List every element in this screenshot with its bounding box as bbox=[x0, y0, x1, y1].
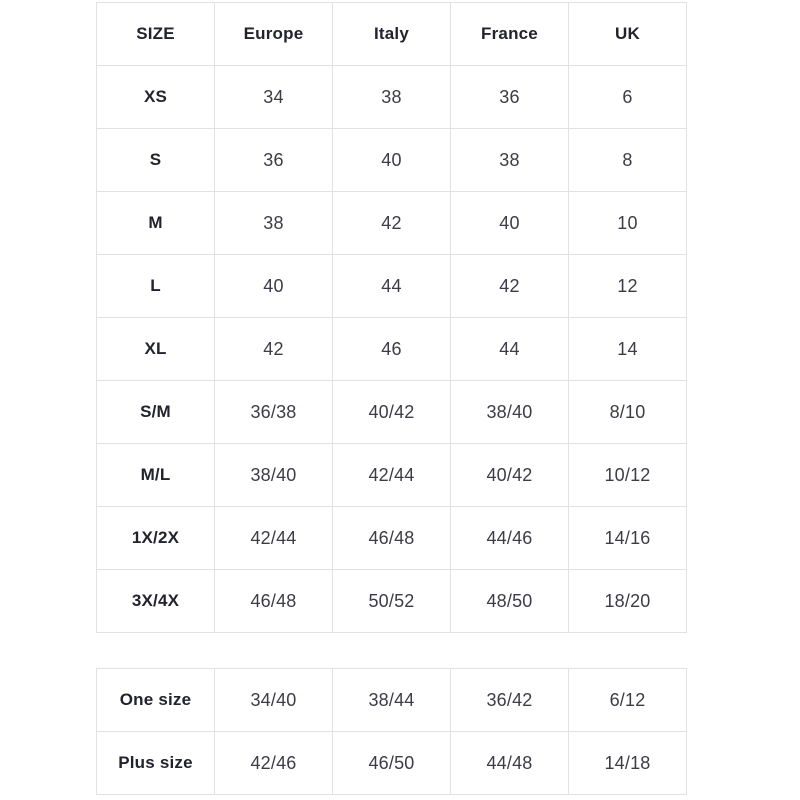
value-cell: 44 bbox=[332, 254, 451, 318]
table-row: XL 42 46 44 14 bbox=[96, 317, 687, 381]
value-cell: 6/12 bbox=[568, 668, 687, 732]
table-row: M/L 38/40 42/44 40/42 10/12 bbox=[96, 443, 687, 507]
table-row: S/M 36/38 40/42 38/40 8/10 bbox=[96, 380, 687, 444]
value-cell: 44/46 bbox=[450, 506, 569, 570]
table-row: One size 34/40 38/44 36/42 6/12 bbox=[96, 668, 687, 732]
value-cell: 38 bbox=[214, 191, 333, 255]
value-cell: 40 bbox=[214, 254, 333, 318]
value-cell: 6 bbox=[568, 65, 687, 129]
value-cell: 48/50 bbox=[450, 569, 569, 633]
size-label-cell: 1X/2X bbox=[96, 506, 215, 570]
value-cell: 34/40 bbox=[214, 668, 333, 732]
value-cell: 14/16 bbox=[568, 506, 687, 570]
table-row: M 38 42 40 10 bbox=[96, 191, 687, 255]
value-cell: 38 bbox=[332, 65, 451, 129]
value-cell: 38/40 bbox=[450, 380, 569, 444]
table-row: L 40 44 42 12 bbox=[96, 254, 687, 318]
size-label-cell: S/M bbox=[96, 380, 215, 444]
header-row: SIZE Europe Italy France UK bbox=[96, 2, 687, 66]
value-cell: 34 bbox=[214, 65, 333, 129]
size-conversion-table: SIZE Europe Italy France UK XS 34 38 36 … bbox=[96, 2, 687, 633]
value-cell: 50/52 bbox=[332, 569, 451, 633]
header-cell-uk: UK bbox=[568, 2, 687, 66]
value-cell: 42/44 bbox=[214, 506, 333, 570]
value-cell: 42 bbox=[214, 317, 333, 381]
value-cell: 46/48 bbox=[332, 506, 451, 570]
value-cell: 40/42 bbox=[450, 443, 569, 507]
value-cell: 36 bbox=[214, 128, 333, 192]
table-row: XS 34 38 36 6 bbox=[96, 65, 687, 129]
value-cell: 14 bbox=[568, 317, 687, 381]
size-label-cell: 3X/4X bbox=[96, 569, 215, 633]
table-row: S 36 40 38 8 bbox=[96, 128, 687, 192]
value-cell: 10/12 bbox=[568, 443, 687, 507]
value-cell: 46/50 bbox=[332, 731, 451, 795]
value-cell: 36/42 bbox=[450, 668, 569, 732]
size-label-cell: M/L bbox=[96, 443, 215, 507]
value-cell: 18/20 bbox=[568, 569, 687, 633]
value-cell: 36 bbox=[450, 65, 569, 129]
value-cell: 12 bbox=[568, 254, 687, 318]
size-label-cell: XL bbox=[96, 317, 215, 381]
value-cell: 42 bbox=[332, 191, 451, 255]
value-cell: 40 bbox=[450, 191, 569, 255]
value-cell: 46/48 bbox=[214, 569, 333, 633]
value-cell: 10 bbox=[568, 191, 687, 255]
size-label-cell: One size bbox=[96, 668, 215, 732]
table-row: 3X/4X 46/48 50/52 48/50 18/20 bbox=[96, 569, 687, 633]
value-cell: 8/10 bbox=[568, 380, 687, 444]
value-cell: 40/42 bbox=[332, 380, 451, 444]
table-row: Plus size 42/46 46/50 44/48 14/18 bbox=[96, 731, 687, 795]
one-size-table: One size 34/40 38/44 36/42 6/12 Plus siz… bbox=[96, 668, 687, 795]
value-cell: 46 bbox=[332, 317, 451, 381]
header-cell-europe: Europe bbox=[214, 2, 333, 66]
header-cell-size: SIZE bbox=[96, 2, 215, 66]
value-cell: 42 bbox=[450, 254, 569, 318]
header-cell-france: France bbox=[450, 2, 569, 66]
value-cell: 38 bbox=[450, 128, 569, 192]
table-row: 1X/2X 42/44 46/48 44/46 14/16 bbox=[96, 506, 687, 570]
value-cell: 42/46 bbox=[214, 731, 333, 795]
size-label-cell: Plus size bbox=[96, 731, 215, 795]
value-cell: 38/40 bbox=[214, 443, 333, 507]
value-cell: 14/18 bbox=[568, 731, 687, 795]
value-cell: 8 bbox=[568, 128, 687, 192]
value-cell: 40 bbox=[332, 128, 451, 192]
size-label-cell: M bbox=[96, 191, 215, 255]
size-label-cell: L bbox=[96, 254, 215, 318]
value-cell: 44 bbox=[450, 317, 569, 381]
value-cell: 36/38 bbox=[214, 380, 333, 444]
size-label-cell: XS bbox=[96, 65, 215, 129]
header-cell-italy: Italy bbox=[332, 2, 451, 66]
value-cell: 42/44 bbox=[332, 443, 451, 507]
value-cell: 44/48 bbox=[450, 731, 569, 795]
value-cell: 38/44 bbox=[332, 668, 451, 732]
size-label-cell: S bbox=[96, 128, 215, 192]
